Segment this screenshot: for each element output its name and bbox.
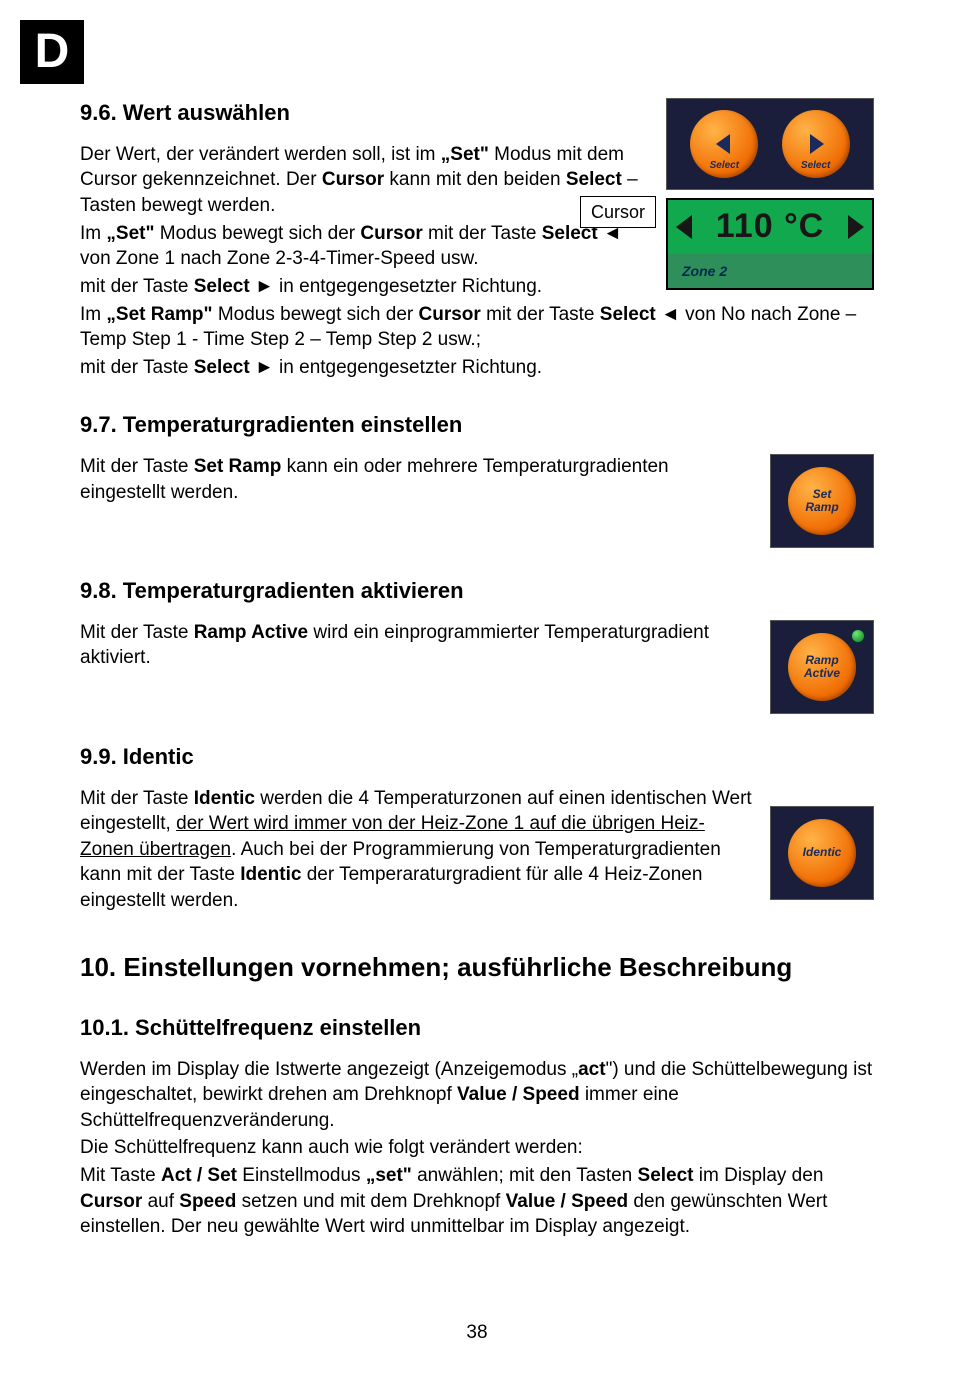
- set-ramp-button[interactable]: Set Ramp: [788, 467, 856, 535]
- ramp-active-button[interactable]: Ramp Active: [788, 633, 856, 701]
- select-left-button[interactable]: Select: [690, 110, 758, 178]
- identic-button[interactable]: Identic: [788, 819, 856, 887]
- para-9-8: Mit der Taste Ramp Active wird ein einpr…: [80, 620, 874, 671]
- select-buttons-figure: Select Select Cursor 110 °C Zone 2: [666, 98, 874, 290]
- ramp-active-figure: Ramp Active: [770, 620, 874, 714]
- select-right-button[interactable]: Select: [782, 110, 850, 178]
- page-number: 38: [80, 1320, 874, 1346]
- set-ramp-label-2: Ramp: [805, 501, 838, 514]
- para-9-9: Mit der Taste Identic werden die 4 Tempe…: [80, 786, 874, 914]
- zone-display: Cursor 110 °C Zone 2: [666, 198, 874, 290]
- ramp-active-led: [851, 629, 865, 643]
- select-button-panel: Select Select: [666, 98, 874, 190]
- cursor-right-icon: [848, 215, 864, 239]
- para-10-1-1: Werden im Display die Istwerte angezeigt…: [80, 1057, 874, 1134]
- para-9-7: Mit der Taste Set Ramp kann ein oder meh…: [80, 454, 874, 505]
- set-ramp-figure: Set Ramp: [770, 454, 874, 548]
- heading-10-1: 10.1. Schüttelfrequenz einstellen: [80, 1013, 874, 1043]
- heading-9-9: 9.9. Identic: [80, 742, 874, 772]
- zone-label: Zone 2: [668, 254, 872, 288]
- para-10-1-2: Die Schüttelfrequenz kann auch wie folgt…: [80, 1135, 874, 1161]
- ramp-active-label-2: Active: [804, 667, 840, 680]
- para-10-1-3: Mit Taste Act / Set Einstellmodus „set" …: [80, 1163, 874, 1240]
- heading-9-8: 9.8. Temperaturgradienten aktivieren: [80, 576, 874, 606]
- cursor-left-icon: [676, 215, 692, 239]
- language-badge: D: [20, 20, 84, 84]
- heading-10: 10. Einstellungen vornehmen; ausführlich…: [80, 950, 874, 985]
- select-right-label: Select: [801, 159, 830, 173]
- identic-figure: Identic: [770, 806, 874, 900]
- select-left-label: Select: [710, 159, 739, 173]
- cursor-callout: Cursor: [580, 196, 656, 228]
- identic-label: Identic: [803, 846, 842, 859]
- para-9-6-5: mit der Taste Select ► in entgegengesetz…: [80, 355, 874, 381]
- heading-9-7: 9.7. Temperaturgradienten einstellen: [80, 410, 874, 440]
- temperature-value: 110 °C: [716, 204, 824, 250]
- para-9-6-4: Im „Set Ramp" Modus bewegt sich der Curs…: [80, 302, 874, 353]
- ramp-active-label-1: Ramp: [805, 654, 838, 667]
